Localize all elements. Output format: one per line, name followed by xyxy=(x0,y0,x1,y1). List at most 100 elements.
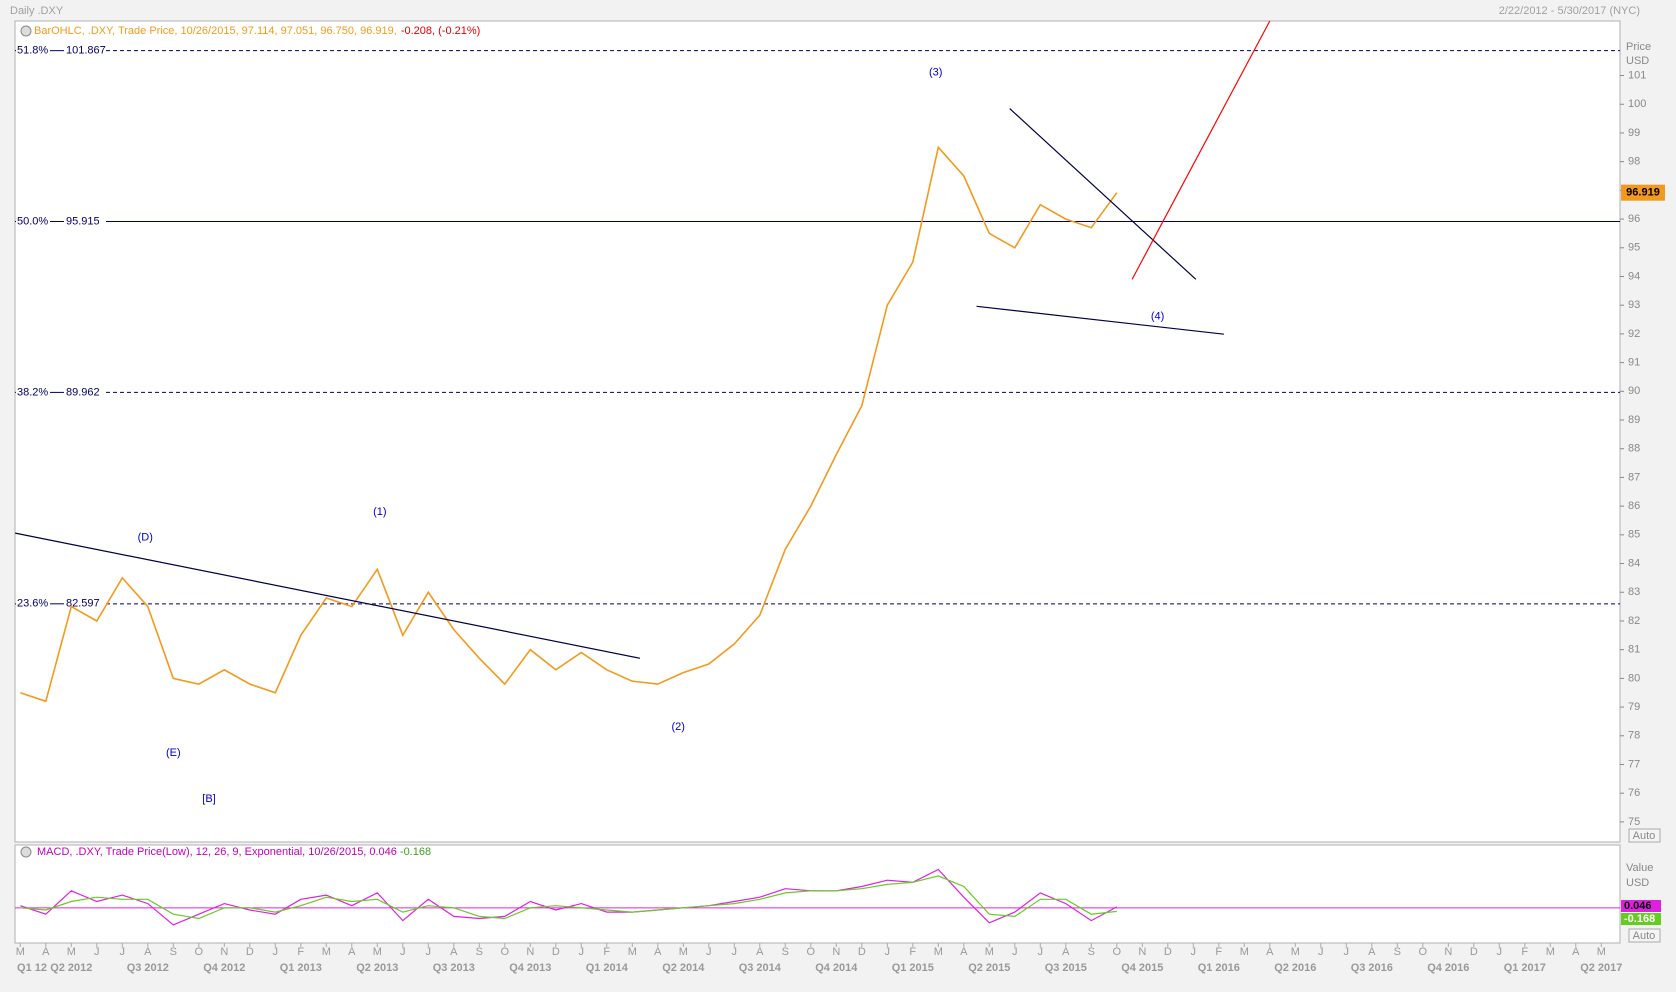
x-tick-label: M xyxy=(322,946,331,958)
macd-header: MACD, .DXY, Trade Price(Low), 12, 26, 9,… xyxy=(37,846,431,858)
x-tick-label: J xyxy=(579,946,585,958)
quarter-label: Q2 2013 xyxy=(356,962,398,974)
y-tick-label: 83 xyxy=(1628,586,1640,598)
x-tick-label: J xyxy=(1318,946,1324,958)
header-icon[interactable] xyxy=(20,846,32,858)
wave-label: (2) xyxy=(671,721,684,733)
fib-value: 101.867 xyxy=(66,45,106,57)
title: Daily .DXY xyxy=(10,5,64,17)
y-axis-unit: USD xyxy=(1626,877,1649,889)
macd-panel xyxy=(14,844,1621,944)
x-tick-label: F xyxy=(603,946,610,958)
wave-label: (D) xyxy=(138,532,153,544)
quarter-label: Q1 2015 xyxy=(892,962,934,974)
x-tick-label: S xyxy=(476,946,483,958)
x-tick-label: D xyxy=(858,946,866,958)
x-tick-label: F xyxy=(1215,946,1222,958)
x-tick-label: J xyxy=(706,946,712,958)
x-tick-label: J xyxy=(94,946,100,958)
y-tick-label: 90 xyxy=(1628,385,1640,397)
x-tick-label: N xyxy=(526,946,534,958)
x-tick-label: J xyxy=(1012,946,1018,958)
quarter-label: Q4 2013 xyxy=(509,962,551,974)
x-tick-label: A xyxy=(1062,946,1070,958)
x-tick-label: S xyxy=(782,946,789,958)
quarter-label: Q3 2016 xyxy=(1351,962,1393,974)
x-tick-label: A xyxy=(756,946,764,958)
fib-label: 38.2% xyxy=(17,386,48,398)
trendline xyxy=(15,532,641,659)
x-tick-label: D xyxy=(1164,946,1172,958)
header-icon[interactable] xyxy=(20,25,32,37)
quarter-label: Q2 2017 xyxy=(1580,962,1622,974)
x-tick-label: A xyxy=(144,946,152,958)
x-tick-label: N xyxy=(1444,946,1452,958)
last-price-label: 96.919 xyxy=(1626,187,1660,199)
x-tick-label: S xyxy=(1088,946,1095,958)
macd-tag-label: 0.046 xyxy=(1624,900,1652,912)
y-axis-label: Value xyxy=(1626,862,1653,874)
auto-button[interactable] xyxy=(1628,928,1661,943)
x-tick-label: O xyxy=(195,946,204,958)
auto-label[interactable]: Auto xyxy=(1633,930,1656,942)
wave-label: [B] xyxy=(202,793,215,805)
x-tick-label: J xyxy=(732,946,738,958)
x-tick-label: F xyxy=(1521,946,1528,958)
fib-label: 23.6% xyxy=(17,598,48,610)
x-tick-label: N xyxy=(220,946,228,958)
wave-label: (E) xyxy=(166,747,181,759)
auto-label[interactable]: Auto xyxy=(1633,830,1656,842)
x-tick-label: M xyxy=(373,946,382,958)
x-tick-label: S xyxy=(170,946,177,958)
x-tick-label: A xyxy=(42,946,50,958)
quarter-label: Q3 2014 xyxy=(739,962,782,974)
quarter-label: Q3 2012 xyxy=(127,962,169,974)
y-tick-label: 78 xyxy=(1628,730,1640,742)
x-tick-label: F xyxy=(297,946,304,958)
y-tick-label: 99 xyxy=(1628,127,1640,139)
fib-value: 82.597 xyxy=(66,598,100,610)
quarter-label: Q4 2015 xyxy=(1121,962,1163,974)
header-change: -0.208, (-0.21%) xyxy=(401,25,480,37)
y-tick-label: 85 xyxy=(1628,529,1640,541)
y-tick-label: 82 xyxy=(1628,615,1640,627)
fib-label: 50.0% xyxy=(17,215,48,227)
x-tick-label: S xyxy=(1394,946,1401,958)
auto-button[interactable] xyxy=(1628,828,1661,843)
y-tick-label: 89 xyxy=(1628,414,1640,426)
fib-value: 89.962 xyxy=(66,386,100,398)
quarter-label: Q3 2015 xyxy=(1045,962,1087,974)
x-tick-label: O xyxy=(1419,946,1428,958)
macd-tag xyxy=(1621,900,1661,912)
macd-tag xyxy=(1621,913,1661,925)
price-panel xyxy=(14,20,1621,843)
quarter-label: Q1 2014 xyxy=(586,962,629,974)
x-tick-label: N xyxy=(1138,946,1146,958)
x-tick-label: M xyxy=(67,946,76,958)
y-axis-unit: USD xyxy=(1626,55,1649,67)
y-tick-label: 86 xyxy=(1628,500,1640,512)
fib-value: 95.915 xyxy=(66,215,100,227)
trendline xyxy=(976,305,1224,335)
y-tick-label: 96 xyxy=(1628,213,1640,225)
x-tick-label: M xyxy=(985,946,994,958)
macd-tag-label: -0.168 xyxy=(1624,913,1655,925)
header-part: -0.168 xyxy=(400,846,431,858)
quarter-label: Q4 2016 xyxy=(1427,962,1469,974)
y-axis-label: Price xyxy=(1626,41,1651,53)
series-line xyxy=(20,145,1118,703)
x-tick-label: J xyxy=(273,946,279,958)
wave-label: (4) xyxy=(1151,311,1164,323)
x-tick-label: D xyxy=(552,946,560,958)
x-tick-label: A xyxy=(1266,946,1274,958)
x-tick-label: J xyxy=(1497,946,1503,958)
x-tick-label: O xyxy=(1113,946,1122,958)
header-part: MACD, .DXY, Trade Price(Low), 12, 26, 9,… xyxy=(37,846,366,858)
quarter-label: Q2 2012 xyxy=(50,962,92,974)
header-text: BarOHLC, .DXY, Trade Price, 10/26/2015, … xyxy=(34,25,397,37)
x-tick-label: A xyxy=(1368,946,1376,958)
y-tick-label: 101 xyxy=(1628,69,1646,81)
y-tick-label: 81 xyxy=(1628,644,1640,656)
quarter-label: Q3 2013 xyxy=(433,962,475,974)
